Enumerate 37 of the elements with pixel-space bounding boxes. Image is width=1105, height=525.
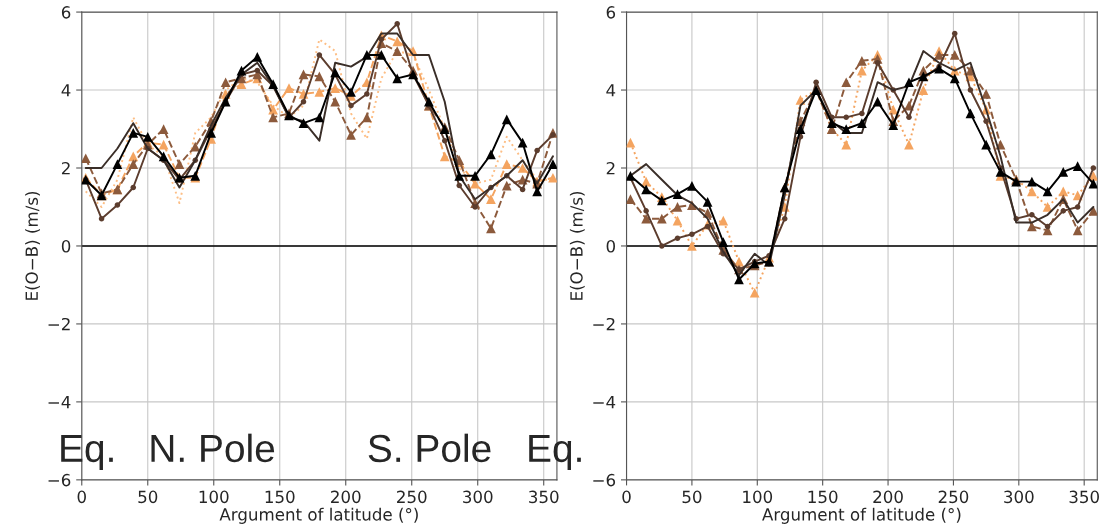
y-tick-label: 2 [606,161,615,175]
annotation: Eq. [529,435,581,470]
x-tick-label: 350 [529,490,559,504]
y-axis-title: E(O−B) (m/s) [569,191,585,300]
x-tick-label: 150 [808,490,838,504]
y-tick-label: 0 [61,239,71,253]
x-tick-label: 100 [743,490,773,504]
y-tick-label: 6 [61,6,71,19]
x-tick-label: 300 [1004,490,1034,504]
y-tick-label: −6 [48,473,71,487]
annotation: S. Pole [368,433,491,463]
y-tick-label: −2 [593,317,615,331]
y-tick-label: 6 [606,6,616,19]
x-tick-label: 350 [1069,490,1099,504]
x-axis-title: Argument of latitude (°) [762,507,961,524]
x-tick-label: 300 [463,490,493,504]
y-tick-label: 4 [606,84,616,97]
x-tick-label: 250 [397,490,427,504]
y-tick-label: −4 [593,396,616,409]
x-tick-label: 0 [622,490,631,504]
y-tick-label: −6 [593,473,616,487]
y-axis-title: E(O−B) (m/s) [25,191,40,300]
y-tick-label: 0 [606,239,616,253]
x-tick-label: 150 [265,490,295,504]
y-tick-label: 2 [61,161,70,175]
x-tick-label: 200 [331,490,361,504]
y-tick-label: 4 [61,84,71,97]
x-tick-label: 0 [77,490,86,504]
x-tick-label: 200 [873,490,903,504]
x-tick-label: 50 [138,490,158,504]
y-tick-label: −2 [48,317,70,331]
y-tick-label: −4 [48,396,71,409]
x-tick-label: 50 [682,490,702,504]
x-tick-label: 250 [938,490,969,504]
x-tick-label: 100 [199,490,229,504]
x-axis-title: Argument of latitude (°) [219,507,418,524]
annotation: N. Pole [151,433,275,463]
